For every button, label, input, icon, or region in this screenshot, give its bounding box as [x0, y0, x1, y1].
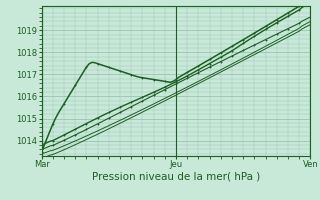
X-axis label: Pression niveau de la mer( hPa ): Pression niveau de la mer( hPa ): [92, 172, 260, 182]
